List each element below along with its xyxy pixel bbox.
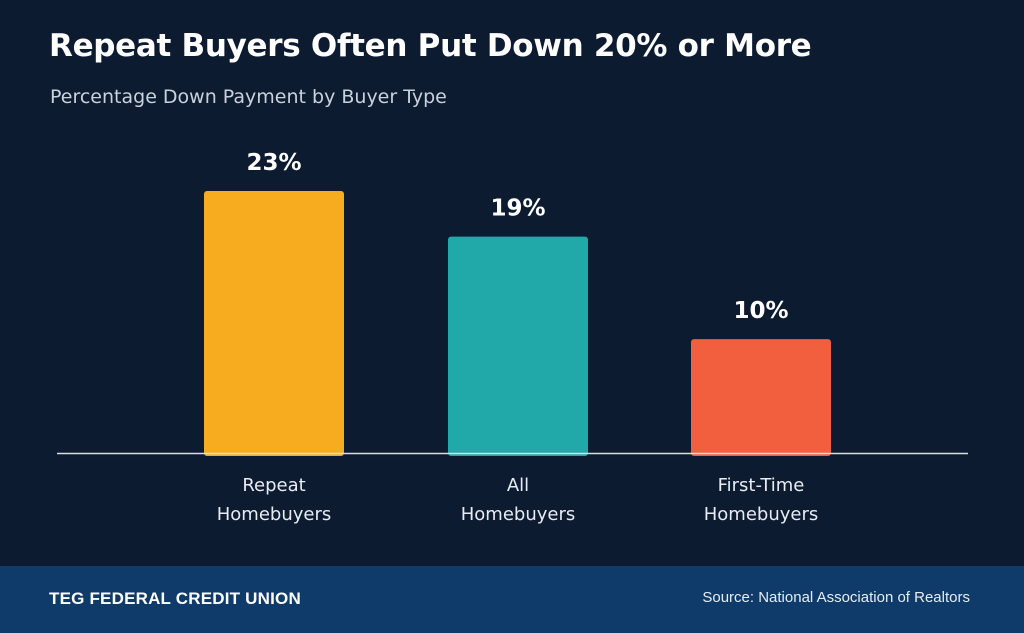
category-label-line: All: [507, 475, 529, 496]
category-label-line: Repeat: [242, 475, 305, 496]
data-label: 10%: [733, 298, 788, 324]
org-name: TEG FEDERAL CREDIT UNION: [49, 589, 301, 608]
bar: [448, 236, 588, 456]
category-label-line: Homebuyers: [217, 504, 332, 525]
footer-bar: TEG FEDERAL CREDIT UNION Source: Nationa…: [0, 566, 1024, 633]
data-label: 19%: [490, 196, 545, 222]
data-label: 23%: [246, 150, 301, 176]
category-label: First-Time Homebuyers: [704, 475, 819, 525]
chart-title: Repeat Buyers Often Put Down 20% or More: [49, 28, 812, 64]
category-label: Repeat Homebuyers: [217, 475, 332, 525]
bar: [204, 191, 344, 456]
category-label-line: Homebuyers: [704, 504, 819, 525]
chart-subtitle: Percentage Down Payment by Buyer Type: [50, 86, 447, 108]
source-note: Source: National Association of Realtors: [702, 589, 970, 606]
category-label-line: First-Time: [718, 475, 805, 496]
category-label: All Homebuyers: [461, 475, 576, 525]
category-label-line: Homebuyers: [461, 504, 576, 525]
bar: [691, 339, 831, 456]
bar-chart: 23% Repeat Homebuyers 19% All Homebuyers 10% Fi…: [57, 150, 968, 525]
